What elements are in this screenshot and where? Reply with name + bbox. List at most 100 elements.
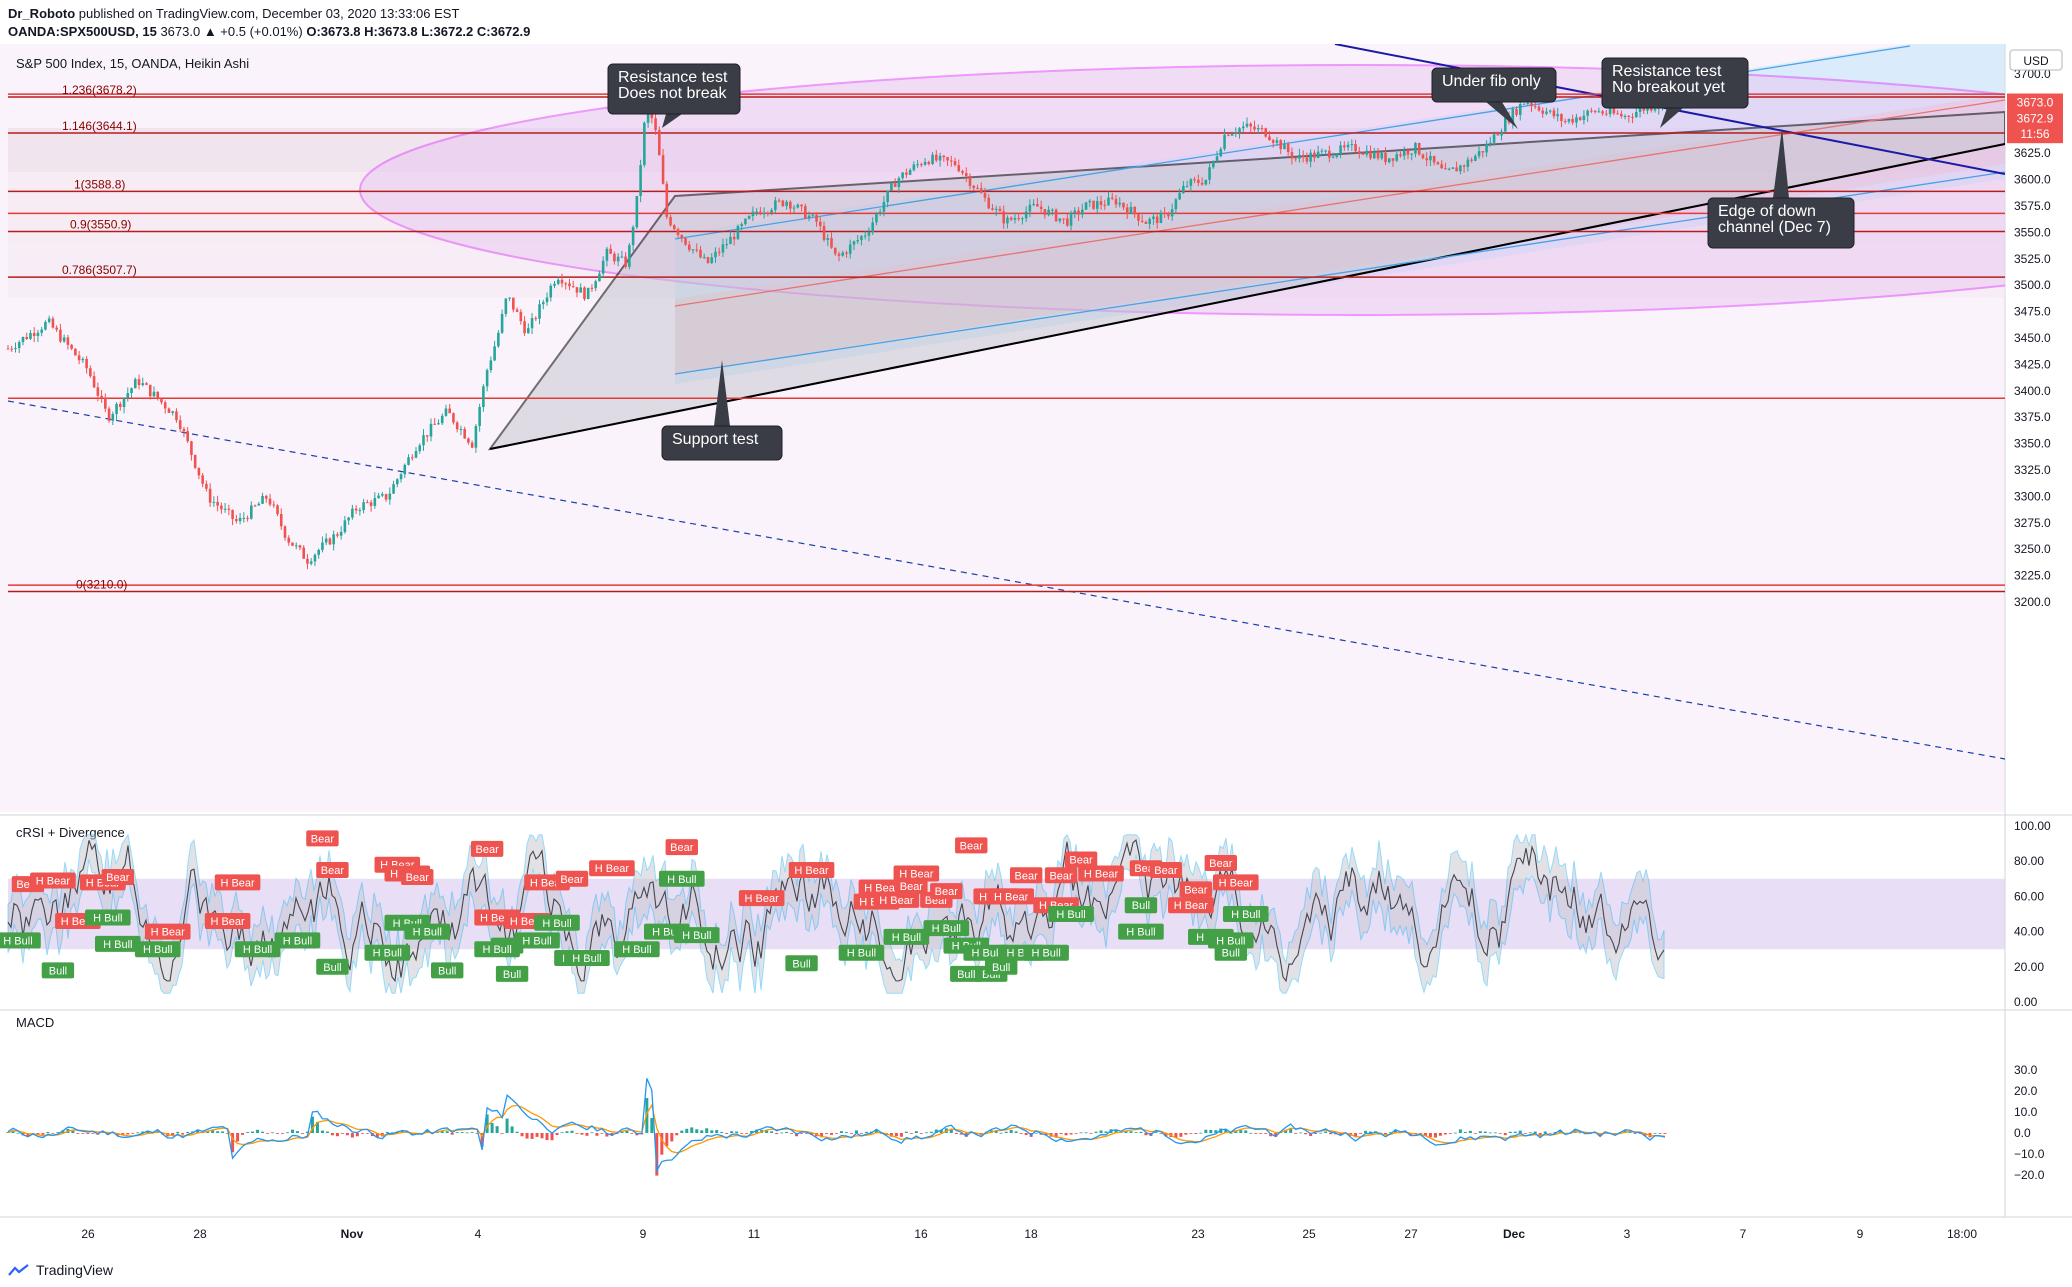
candle-body: [1264, 128, 1268, 137]
chart-canvas[interactable]: S&P 500 Index, 15, OANDA, Heikin Ashi cR…: [0, 44, 2072, 1260]
candle-body: [130, 388, 133, 394]
signal-badge: [895, 877, 928, 894]
candle-body: [519, 311, 523, 322]
candle-body: [1582, 115, 1586, 121]
candle-body: [1208, 167, 1211, 180]
macd-histogram-bar: [974, 1133, 978, 1135]
candle-body: [302, 547, 306, 559]
candle-body: [1051, 209, 1054, 211]
divergence-signal: Bear: [306, 830, 339, 847]
candle-body: [482, 386, 485, 408]
macd-histogram-bar: [310, 1116, 314, 1133]
macd-histogram-bar: [1244, 1130, 1248, 1133]
candle-body: [1129, 206, 1133, 214]
signal-badge: [85, 909, 131, 926]
candle-body: [51, 318, 55, 328]
symbol-info[interactable]: OANDA:SPX500USD, 15: [8, 24, 157, 39]
y-tick-label: 3325.0: [2014, 463, 2051, 477]
candle-body: [1590, 110, 1593, 112]
macd-histogram-bar: [71, 1130, 75, 1133]
signal-label: H Bear: [1084, 869, 1119, 881]
rsi-tick-label: 80.00: [2014, 854, 2044, 868]
rsi-tick-label: 40.00: [2014, 925, 2044, 939]
macd-histogram-bar: [136, 1132, 140, 1134]
divergence-signal: H Bear: [873, 891, 920, 908]
candle-body: [1223, 134, 1226, 150]
candle-body: [21, 336, 25, 343]
candle-body: [1163, 212, 1166, 214]
candle-body: [1421, 154, 1425, 159]
author-name[interactable]: Dr_Roboto: [8, 6, 76, 21]
callout-box: [1431, 67, 1557, 103]
candle-body: [1500, 131, 1503, 136]
candle-body: [437, 423, 440, 425]
candle-body: [264, 495, 268, 499]
candle-body: [452, 413, 455, 423]
divergence-signal: H Bull: [234, 941, 281, 958]
candle-body: [744, 218, 747, 225]
candle-body: [163, 402, 167, 409]
signal-badge: [858, 879, 905, 896]
divergence-signal: H Bull: [95, 935, 141, 952]
macd-histogram-bar: [929, 1131, 933, 1133]
candle-body: [223, 508, 227, 510]
signal-badge: [1214, 944, 1247, 961]
signal-badge: [838, 944, 885, 961]
macd-histogram-bar: [320, 1130, 324, 1133]
candle-body: [931, 154, 934, 164]
macd-histogram-bar: [535, 1133, 539, 1137]
candle-body: [920, 164, 923, 166]
signal-label: Bear: [560, 874, 584, 886]
candle-body: [1148, 218, 1151, 224]
candle-body: [1530, 103, 1533, 107]
macd-histogram-bar: [241, 1133, 245, 1135]
divergence-signal: Bear: [895, 877, 928, 894]
candle-body: [1466, 159, 1470, 167]
divergence-signal: H Bear: [589, 860, 635, 877]
fib-label: 0.786(3507.7): [62, 263, 137, 277]
signal-badge: [514, 932, 560, 949]
candle-body: [1107, 197, 1110, 206]
divergence-signal: H Bull: [274, 932, 321, 949]
macd-pane[interactable]: [0, 1014, 2005, 1217]
signal-badge: [214, 874, 261, 891]
signal-label: Bull: [1222, 948, 1240, 960]
candle-body: [818, 221, 822, 226]
macd-histogram-bar: [1069, 1133, 1073, 1135]
candle-body: [1350, 144, 1354, 146]
macd-histogram-bar: [1019, 1133, 1023, 1134]
candle-body: [1279, 140, 1282, 150]
candle-body: [556, 279, 560, 284]
signal-badge: [1222, 906, 1269, 922]
candle-body: [860, 236, 863, 241]
signal-badge: [95, 935, 141, 952]
candle-body: [676, 229, 680, 235]
candle-body: [875, 213, 878, 223]
macd-histogram-bar: [1299, 1132, 1303, 1134]
candle-body: [14, 348, 17, 350]
rsi-tick-label: 60.00: [2014, 889, 2044, 903]
candle-body: [1021, 218, 1024, 220]
macd-histogram-bar: [939, 1129, 943, 1133]
candle-body: [182, 428, 186, 432]
footer-brand[interactable]: TradingView: [8, 1262, 113, 1278]
candle-body: [538, 304, 541, 319]
signal-badge: [401, 869, 434, 886]
candle-body: [1200, 182, 1204, 185]
candle-body: [1103, 204, 1107, 206]
candle-body: [1155, 216, 1159, 224]
y-tick-label: 3475.0: [2014, 305, 2051, 319]
divergence-signal: Bear: [101, 869, 135, 886]
candle-body: [377, 495, 380, 499]
candle-body: [137, 379, 141, 386]
candle-body: [1620, 113, 1623, 117]
candle-body: [1185, 185, 1189, 187]
macd-histogram-bar: [1354, 1133, 1358, 1138]
candle-body: [392, 484, 395, 494]
x-tick-label: 9: [1857, 1227, 1864, 1241]
candle-body: [429, 423, 433, 437]
candle-body: [867, 232, 871, 236]
candle-body: [1024, 211, 1028, 219]
currency-box[interactable]: [2009, 49, 2063, 71]
